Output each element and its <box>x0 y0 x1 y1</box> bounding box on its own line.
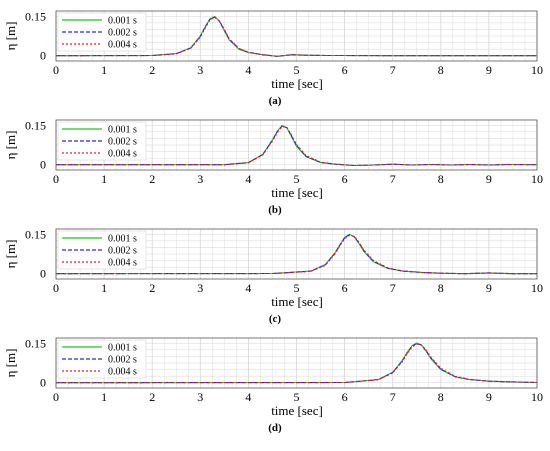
y-axis-label: η [m] <box>3 131 18 160</box>
series-line-3 <box>55 234 537 275</box>
x-tick-label: 8 <box>438 63 444 77</box>
legend-label: 0.001 s <box>108 125 137 136</box>
x-tick-label: 5 <box>294 390 300 404</box>
x-tick-label: 1 <box>101 172 107 186</box>
x-tick-label: 9 <box>486 390 492 404</box>
x-tick-label: 2 <box>149 63 155 77</box>
panel-caption: (b) <box>268 204 282 216</box>
x-axis-label: time [sec] <box>271 294 323 309</box>
x-axis-label: time [sec] <box>271 185 323 200</box>
x-tick-label: 8 <box>438 172 444 186</box>
x-tick-label: 0 <box>53 172 59 186</box>
y-tick-label: 0.15 <box>25 118 46 132</box>
x-tick-label: 0 <box>53 281 59 295</box>
y-tick-label: 0 <box>40 49 46 63</box>
x-tick-label: 7 <box>390 172 396 186</box>
x-tick-label: 5 <box>294 281 300 295</box>
x-tick-label: 6 <box>342 281 348 295</box>
x-tick-label: 0 <box>53 63 59 77</box>
panel-d: 0 1 2 3 4 5 6 7 8 9 10 0 0.15 time [sec] η [m] (d) 0.001… <box>3 336 543 434</box>
x-tick-label: 6 <box>342 390 348 404</box>
panel-b: 0 1 2 3 4 5 6 7 8 9 10 0 0.15 time [sec] η [m] (b) 0.001… <box>3 118 543 216</box>
series-line-3 <box>56 126 538 167</box>
x-tick-label: 6 <box>342 172 348 186</box>
x-axis-label: time [sec] <box>271 76 323 91</box>
plot-area-frame <box>55 228 538 280</box>
y-axis-label: η [m] <box>3 240 18 269</box>
y-tick-label: 0 <box>40 376 46 390</box>
x-tick-label: 4 <box>245 172 251 186</box>
legend: 0.001 s0.002 s0.004 s <box>57 339 147 379</box>
x-tick-label: 4 <box>245 63 251 77</box>
x-tick-label: 9 <box>486 172 492 186</box>
legend-label: 0.002 s <box>108 28 137 39</box>
x-tick-label: 1 <box>101 63 107 77</box>
legend-label: 0.004 s <box>108 149 137 160</box>
x-tick-label: 10 <box>531 281 543 295</box>
x-tick-label: 3 <box>197 281 203 295</box>
panel-c: 0 1 2 3 4 5 6 7 8 9 10 0 0.15 time [sec] η [m] (c) 0.001… <box>3 227 543 325</box>
x-tick-label: 9 <box>486 63 492 77</box>
x-tick-label: 6 <box>342 63 348 77</box>
plot-area-frame <box>55 119 538 171</box>
x-tick-label: 5 <box>294 63 300 77</box>
x-tick-label: 7 <box>390 63 396 77</box>
y-tick-label: 0.15 <box>25 9 46 23</box>
x-tick-label: 1 <box>101 390 107 404</box>
legend: 0.001 s0.002 s0.004 s <box>57 121 147 161</box>
legend-label: 0.004 s <box>108 367 137 378</box>
x-tick-label: 8 <box>438 390 444 404</box>
y-tick-label: 0 <box>40 267 46 281</box>
x-tick-label: 10 <box>531 172 543 186</box>
panel-caption: (d) <box>268 422 282 434</box>
y-tick-label: 0 <box>40 158 46 172</box>
plot-area-frame <box>55 10 538 62</box>
legend-label: 0.001 s <box>108 234 137 245</box>
x-tick-label: 10 <box>531 63 543 77</box>
x-tick-label: 7 <box>390 390 396 404</box>
legend: 0.001 s0.002 s0.004 s <box>57 230 147 270</box>
series-line-3 <box>55 16 537 57</box>
panel-caption: (c) <box>269 313 282 325</box>
x-tick-label: 1 <box>101 281 107 295</box>
series-line-2 <box>56 125 538 167</box>
legend-label: 0.004 s <box>108 258 137 269</box>
x-tick-label: 9 <box>486 281 492 295</box>
x-tick-label: 2 <box>149 390 155 404</box>
series-line-2 <box>55 16 537 57</box>
legend-label: 0.001 s <box>108 343 137 354</box>
legend-label: 0.004 s <box>108 40 137 51</box>
x-tick-label: 4 <box>245 281 251 295</box>
x-tick-label: 7 <box>390 281 396 295</box>
y-tick-label: 0.15 <box>25 227 46 241</box>
y-axis-label: η [m] <box>3 22 18 51</box>
y-tick-label: 0.15 <box>25 336 46 350</box>
legend-label: 0.001 s <box>108 16 137 27</box>
x-tick-label: 3 <box>197 172 203 186</box>
x-tick-label: 0 <box>53 390 59 404</box>
legend-label: 0.002 s <box>108 355 137 366</box>
legend-label: 0.002 s <box>108 137 137 148</box>
x-axis-label: time [sec] <box>271 403 323 418</box>
x-tick-label: 3 <box>197 390 203 404</box>
plot-area-frame <box>55 337 538 389</box>
x-tick-label: 5 <box>294 172 300 186</box>
x-tick-label: 10 <box>531 390 543 404</box>
panel-caption: (a) <box>269 95 282 107</box>
x-tick-label: 3 <box>197 63 203 77</box>
legend-label: 0.002 s <box>108 246 137 257</box>
x-tick-label: 2 <box>149 281 155 295</box>
panel-a: 0 1 2 3 4 5 6 7 8 9 10 0 0.15 time [sec] η [m] (a) 0.001… <box>3 9 543 107</box>
x-tick-label: 8 <box>438 281 444 295</box>
legend: 0.001 s0.002 s0.004 s <box>57 12 147 52</box>
y-axis-label: η [m] <box>3 349 18 378</box>
x-tick-label: 2 <box>149 172 155 186</box>
x-tick-label: 4 <box>245 390 251 404</box>
series-line-3 <box>55 343 538 384</box>
